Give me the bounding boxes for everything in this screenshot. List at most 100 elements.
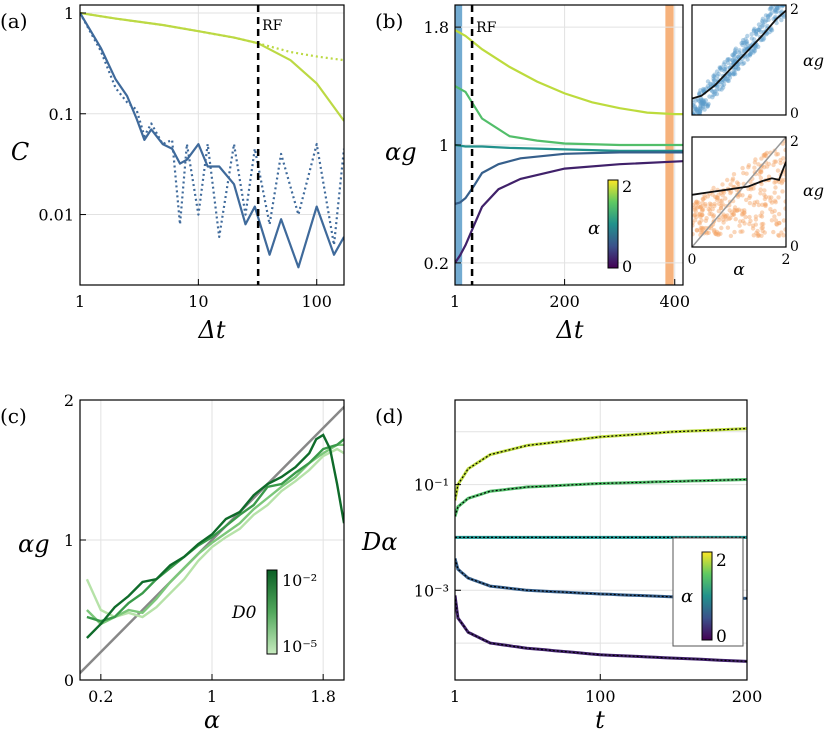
inset_bottom-point: [764, 164, 770, 169]
inset_top-point: [703, 101, 709, 107]
inset_top-point: [722, 67, 727, 72]
panel-b-rf-label: RF: [476, 20, 497, 36]
inset_bottom-point: [728, 215, 733, 221]
inset_bottom-point: [762, 192, 767, 198]
inset_top-point: [719, 87, 724, 92]
inset_top-point: [719, 67, 724, 73]
inset_bottom-point: [720, 193, 725, 198]
inset_bottom-point: [782, 177, 786, 182]
inset_bottom-point: [699, 212, 705, 217]
inset_top-point: [701, 86, 706, 92]
inset_top-point: [727, 71, 732, 77]
inset_top-point: [717, 66, 723, 71]
inset_top-point: [700, 103, 706, 109]
inset_bottom-point: [707, 208, 713, 213]
inset_top-point: [768, 12, 773, 17]
inset_top-point: [749, 36, 755, 41]
panel-d-colorbar-tick-bottom: 0: [716, 627, 727, 647]
inset_bottom-point: [700, 196, 705, 202]
inset_bottom-point: [736, 207, 741, 212]
inset_top-point: [712, 78, 717, 83]
inset_top-point: [701, 101, 706, 106]
inset_bottom-point: [731, 172, 737, 177]
inset_top-point: [717, 87, 722, 92]
inset_bottom-point: [776, 220, 782, 226]
inset_bottom-point: [776, 233, 782, 238]
inset_top-point: [732, 48, 738, 53]
inset_bottom-point: [724, 217, 729, 222]
inset_bottom-point: [750, 226, 756, 231]
inset_top-point: [779, 17, 784, 23]
inset_bottom-point: [711, 214, 716, 219]
inset_bottom-point: [718, 231, 723, 236]
inset_bottom-point: [772, 180, 777, 185]
inset_top-point: [697, 111, 702, 115]
panel-c-xlabel: α: [204, 706, 220, 733]
inset-top-ylabel: αg: [803, 51, 824, 70]
panel-c-ytick-label: 2: [64, 391, 74, 410]
inset_top-point: [715, 73, 720, 79]
inset_bottom-point: [751, 233, 756, 238]
inset_bottom-point: [697, 220, 702, 225]
inset_top-point: [731, 53, 736, 58]
inset_top-point: [753, 44, 758, 49]
inset_top-point: [753, 31, 759, 36]
panel-b-xtick-label: 400: [659, 292, 690, 311]
panel-d-ytick-label: 10⁻¹: [414, 476, 449, 495]
inset_top-point: [751, 28, 756, 33]
inset_bottom-point: [759, 222, 764, 227]
inset_top-point: [758, 25, 763, 30]
inset_top-point: [773, 10, 779, 15]
inset_bottom-point: [720, 217, 726, 222]
inset_bottom-point: [723, 196, 728, 201]
panel-c-series-3: [85, 447, 344, 619]
inset_bottom-point: [712, 228, 717, 233]
inset_bottom-point: [742, 210, 747, 215]
inset_bottom-point: [718, 198, 723, 204]
inset_top-point: [700, 101, 705, 107]
inset_top-point: [754, 32, 759, 37]
inset_top-point: [752, 37, 757, 42]
inset_bottom-point: [759, 233, 764, 238]
inset_bottom-point: [711, 213, 717, 218]
panel-a-xtick-label: 10: [188, 292, 208, 311]
inset_top-point: [732, 54, 737, 59]
inset_bottom-point: [716, 217, 722, 223]
inset_bottom-point: [776, 211, 782, 217]
inset_bottom-point: [699, 213, 704, 218]
inset_bottom-point: [728, 190, 733, 196]
inset_top-point: [753, 29, 759, 35]
inset_bottom-point: [699, 225, 705, 230]
inset_bottom-point: [700, 208, 705, 214]
inset_top-point: [714, 87, 719, 92]
inset_top-point: [740, 61, 745, 67]
panel-a-xtick-label: 100: [301, 292, 332, 311]
inset_bottom-point: [698, 228, 703, 233]
inset_top-point: [698, 96, 704, 101]
inset_bottom-point: [736, 181, 741, 187]
inset-bottom-xtick-left: 0: [688, 252, 697, 268]
inset_bottom-point: [733, 208, 738, 213]
inset_top-point: [756, 44, 761, 49]
inset_top-point: [759, 37, 764, 42]
inset_top-point: [730, 57, 735, 63]
inset_bottom-point: [774, 221, 779, 227]
inset_top-point: [705, 79, 711, 84]
inset_bottom-point: [772, 190, 777, 195]
inset_bottom-point: [763, 203, 768, 209]
inset_bottom-point: [773, 200, 778, 205]
inset_bottom-point: [715, 196, 720, 201]
inset_top-point: [694, 108, 699, 113]
panel-a-rf-label: RF: [262, 18, 283, 34]
inset_bottom-point: [716, 192, 721, 197]
inset_top-point: [767, 6, 773, 12]
inset_top-point: [764, 18, 769, 23]
inset-bottom-identity-line: [692, 137, 786, 247]
inset_top-point: [704, 86, 709, 91]
inset_bottom-point: [709, 202, 714, 207]
inset_top-point: [745, 53, 751, 58]
inset_top-point: [733, 46, 739, 51]
inset_bottom-point: [707, 211, 712, 217]
inset_bottom-point: [705, 194, 711, 199]
inset_top-point: [722, 78, 727, 84]
